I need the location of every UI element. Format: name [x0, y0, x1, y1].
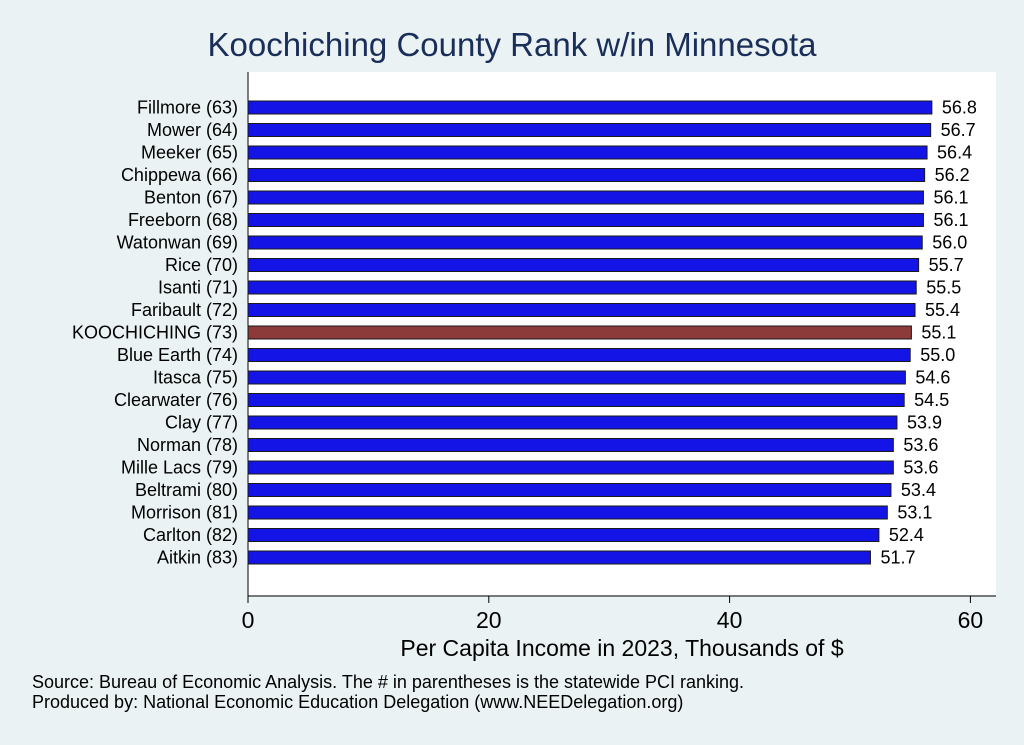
- bar: [247, 370, 906, 385]
- value-label: 55.1: [921, 323, 956, 343]
- category-label: Faribault (72): [131, 300, 238, 320]
- value-label: 56.2: [935, 165, 970, 185]
- category-label: Mille Lacs (79): [121, 458, 238, 478]
- source-note: Source: Bureau of Economic Analysis. The…: [32, 672, 745, 692]
- category-label: Benton (67): [144, 188, 238, 208]
- bar: [247, 280, 917, 295]
- bar: [247, 213, 924, 227]
- value-label: 56.1: [933, 210, 968, 230]
- category-label: Isanti (71): [158, 278, 238, 298]
- category-label: Fillmore (63): [137, 98, 238, 118]
- value-label: 52.4: [889, 525, 924, 545]
- chart-title: Koochiching County Rank w/in Minnesota: [207, 26, 817, 63]
- value-label: 55.0: [920, 345, 955, 365]
- value-label: 56.7: [941, 120, 976, 140]
- bar: [247, 550, 871, 565]
- bar: [247, 190, 924, 205]
- value-label: 53.6: [903, 435, 938, 455]
- value-label: 56.0: [932, 233, 967, 253]
- category-label: Mower (64): [147, 120, 238, 140]
- x-tick-label: 0: [242, 607, 255, 633]
- x-tick-label: 20: [476, 607, 502, 633]
- bar-highlight: [247, 325, 912, 340]
- value-label: 55.4: [925, 300, 960, 320]
- category-label: Aitkin (83): [157, 548, 238, 568]
- bar: [247, 415, 898, 430]
- value-label: 55.5: [926, 278, 961, 298]
- value-label: 56.4: [937, 143, 972, 163]
- x-axis-label: Per Capita Income in 2023, Thousands of …: [400, 635, 843, 661]
- bar: [247, 123, 932, 137]
- bar: [247, 235, 923, 250]
- bar: [247, 348, 911, 362]
- category-label: Beltrami (80): [135, 480, 238, 500]
- category-label: Rice (70): [165, 255, 238, 275]
- bar: [247, 258, 920, 272]
- x-axis-ticks: 0 20 40 60: [242, 596, 984, 633]
- producer-note: Produced by: National Economic Education…: [32, 692, 684, 712]
- bar: [247, 145, 928, 160]
- value-label: 54.5: [914, 390, 949, 410]
- category-label: Norman (78): [137, 435, 238, 455]
- category-label: Watonwan (69): [117, 233, 238, 253]
- x-tick-label: 40: [717, 607, 743, 633]
- bar: [247, 438, 894, 452]
- category-label: Carlton (82): [143, 525, 238, 545]
- x-tick-label: 60: [958, 607, 984, 633]
- bar: [247, 393, 905, 407]
- category-label: Clay (77): [165, 413, 238, 433]
- category-label: Chippewa (66): [121, 165, 238, 185]
- value-label: 51.7: [880, 548, 915, 568]
- category-label: Clearwater (76): [114, 390, 238, 410]
- value-label: 53.4: [901, 480, 936, 500]
- category-label: KOOCHICHING (73): [72, 323, 238, 343]
- category-label: Blue Earth (74): [117, 345, 238, 365]
- bars: Fillmore (63) 56.8 Mower (64) 56.7 Meeker (6…: [72, 98, 977, 568]
- category-label: Meeker (65): [141, 143, 238, 163]
- bar: [247, 303, 916, 317]
- value-label: 53.9: [907, 413, 942, 433]
- bar: [247, 460, 894, 475]
- value-label: 53.6: [903, 458, 938, 478]
- bar: [247, 168, 926, 182]
- value-label: 56.8: [942, 98, 977, 118]
- value-label: 55.7: [929, 255, 964, 275]
- category-label: Freeborn (68): [128, 210, 238, 230]
- bar: [247, 483, 892, 497]
- bar: [247, 100, 933, 115]
- category-label: Itasca (75): [153, 368, 238, 388]
- bar: [247, 528, 880, 542]
- value-label: 54.6: [915, 368, 950, 388]
- category-label: Morrison (81): [131, 503, 238, 523]
- value-label: 53.1: [897, 503, 932, 523]
- value-label: 56.1: [933, 188, 968, 208]
- bar: [247, 505, 888, 520]
